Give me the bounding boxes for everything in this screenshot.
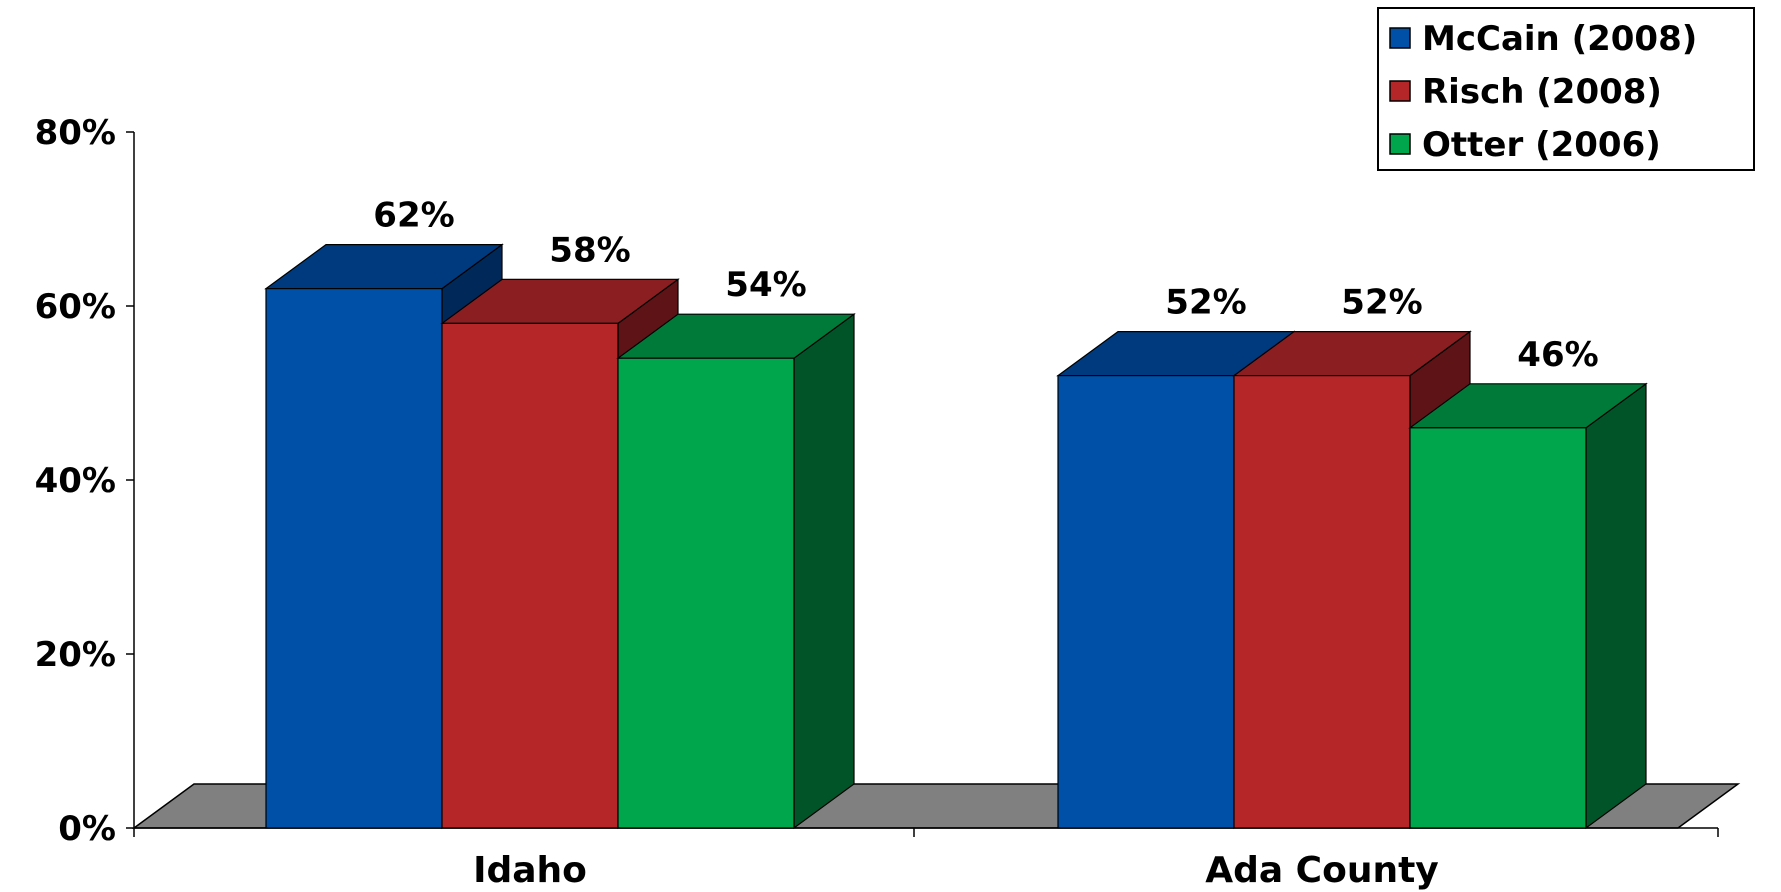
data-label: 46% [1517,335,1598,375]
y-tick-label: 0% [58,809,116,849]
data-label: 52% [1165,283,1246,323]
legend-label: Otter (2006) [1422,125,1661,165]
legend-swatch [1389,133,1411,155]
legend-swatch [1389,80,1411,102]
bar [441,322,619,829]
data-label: 54% [725,265,806,305]
category-label: Idaho [473,850,587,891]
legend: McCain (2008) Risch (2008) Otter (2006) [1377,7,1755,171]
data-labels: 62% 58% 54% 52% 52% 46% [373,196,1598,375]
legend-label: McCain (2008) [1422,19,1697,59]
y-tick-label: 40% [35,461,116,501]
legend-label: Risch (2008) [1422,72,1662,112]
bar [1057,375,1235,829]
bar [265,288,443,829]
bars [264,243,1648,830]
y-tick-label: 80% [35,113,116,153]
bar-side-face [793,313,855,830]
bar [1409,427,1587,829]
y-tick-label: 20% [35,635,116,675]
bar-side-face [1585,382,1647,830]
bar [617,357,795,829]
legend-swatch [1389,27,1411,49]
y-tick-label: 60% [35,287,116,327]
bar [1233,375,1411,829]
category-label: Ada County [1205,850,1439,891]
legend-box [1377,7,1755,171]
data-label: 52% [1341,283,1422,323]
data-label: 58% [549,230,630,270]
data-label: 62% [373,196,454,236]
